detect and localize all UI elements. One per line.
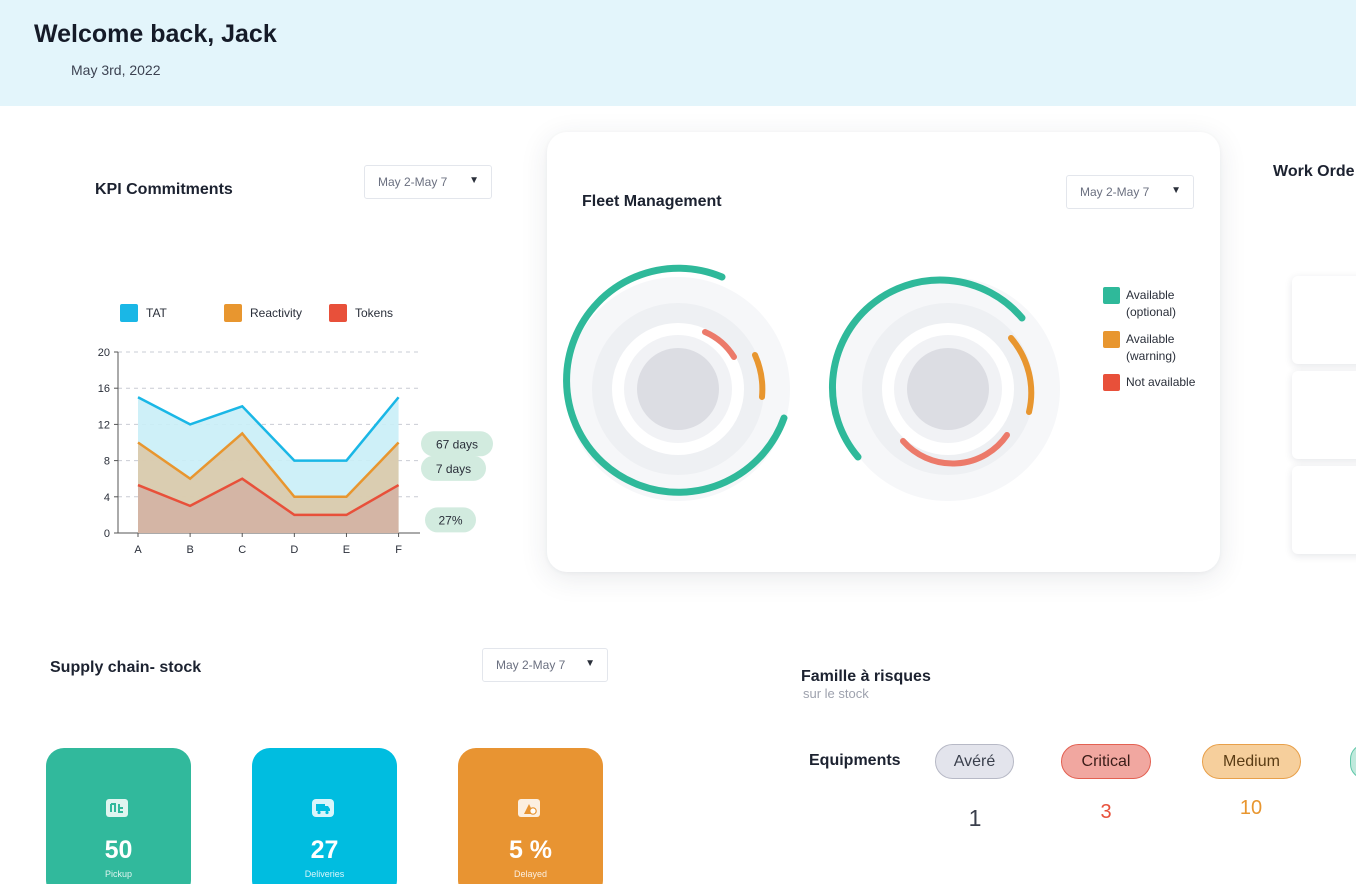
legend-swatch bbox=[1103, 331, 1120, 348]
risk-count-avere: 1 bbox=[968, 805, 982, 831]
stock-value: 27 bbox=[310, 836, 339, 864]
welcome-title: Welcome back, Jack bbox=[34, 20, 277, 48]
gauge-center bbox=[907, 348, 989, 430]
legend-swatch bbox=[1103, 287, 1120, 304]
value-badge bbox=[425, 507, 476, 533]
y-tick-label: 20 bbox=[98, 347, 110, 359]
stock-label: Deliveries bbox=[304, 869, 345, 879]
welcome-header: Welcome back, Jack May 3rd, 2022 bbox=[0, 0, 1356, 106]
work-orders-title: Work Orde bbox=[1273, 163, 1355, 180]
work-order-card[interactable] bbox=[1292, 466, 1356, 554]
x-tick-label: A bbox=[134, 544, 142, 556]
fleet-legend-not-available: Not available bbox=[1103, 374, 1195, 391]
kpi-date-dropdown[interactable]: May 2-May 7 ▼ bbox=[364, 165, 492, 199]
legend-item-tat: TAT bbox=[120, 304, 167, 322]
stock-label: Pickup bbox=[104, 869, 132, 879]
legend-label: Tokens bbox=[355, 306, 394, 320]
fleet-date-dropdown[interactable]: May 2-May 7 ▼ bbox=[1066, 175, 1194, 209]
work-order-card[interactable] bbox=[1292, 276, 1356, 364]
stock-label: Delayed bbox=[513, 869, 548, 879]
legend-swatch bbox=[329, 304, 347, 322]
fleet-legend-available-warning: Available (warning) bbox=[1103, 331, 1176, 365]
delayed-icon bbox=[518, 799, 540, 817]
legend-label: Available (optional) bbox=[1126, 288, 1177, 319]
risk-family-title: Famille à risques bbox=[801, 668, 931, 685]
fleet-legend-available-optional: Available (optional) bbox=[1103, 287, 1176, 321]
fleet-management-card: Fleet Management May 2-May 7 ▼ bbox=[547, 132, 1220, 572]
stock-card-pickup[interactable]: 50 Pickup bbox=[46, 748, 191, 884]
gauge-2-unavailable-arc bbox=[900, 432, 1010, 467]
line-reactivity bbox=[137, 431, 400, 499]
current-date: May 3rd, 2022 bbox=[71, 62, 161, 78]
value-badge-label: 7 days bbox=[436, 462, 471, 476]
risk-pill-avere[interactable]: Avéré bbox=[935, 744, 1014, 779]
delivery-truck-icon bbox=[312, 799, 334, 817]
equipments-label: Equipments bbox=[809, 752, 901, 769]
risk-pill-critical[interactable]: Critical bbox=[1061, 744, 1151, 779]
fleet-date-value: May 2-May 7 bbox=[1080, 185, 1150, 199]
y-tick-label: 8 bbox=[104, 456, 110, 468]
line-tat bbox=[137, 396, 400, 462]
risk-pill-clipped[interactable] bbox=[1350, 744, 1356, 779]
kpi-area-chart: 0 4 8 12 16 20 A B C D E F 67 days 7 days 27% bbox=[98, 347, 493, 556]
risk-pill-medium[interactable]: Medium bbox=[1202, 744, 1301, 779]
value-badge-label: 67 days bbox=[436, 437, 478, 451]
gauge-1-available-arc bbox=[563, 264, 788, 496]
area-tokens bbox=[138, 478, 399, 533]
legend-label: Not available bbox=[1126, 375, 1196, 389]
pickup-icon bbox=[106, 799, 128, 817]
legend-label: Reactivity bbox=[250, 306, 303, 320]
chevron-down-icon: ▼ bbox=[469, 175, 479, 186]
fleet-gauge-1 bbox=[563, 264, 790, 501]
y-tick-label: 0 bbox=[104, 528, 110, 540]
gauge-2-available-arc bbox=[829, 276, 1026, 461]
x-tick-label: D bbox=[290, 544, 298, 556]
supply-date-value: May 2-May 7 bbox=[496, 658, 566, 672]
risk-family-subtitle: sur le stock bbox=[803, 686, 869, 701]
supply-chain-title: Supply chain- stock bbox=[50, 659, 202, 676]
stock-value: 5 % bbox=[508, 836, 553, 864]
gauge-center bbox=[637, 348, 719, 430]
fleet-title: Fleet Management bbox=[582, 193, 722, 210]
y-tick-label: 4 bbox=[104, 492, 110, 504]
y-tick-label: 12 bbox=[98, 419, 110, 431]
work-order-card[interactable] bbox=[1292, 371, 1356, 459]
risk-count-medium: 10 bbox=[1239, 797, 1263, 819]
risk-count-critical: 3 bbox=[1100, 801, 1112, 823]
fleet-gauge-2 bbox=[829, 276, 1060, 501]
value-badge-label: 27% bbox=[438, 513, 462, 527]
gauge-2-warning-arc bbox=[1008, 335, 1035, 415]
legend-swatch bbox=[224, 304, 242, 322]
x-tick-label: E bbox=[343, 544, 350, 556]
kpi-title: KPI Commitments bbox=[95, 181, 233, 198]
chevron-down-icon: ▼ bbox=[585, 658, 595, 669]
line-tokens bbox=[137, 477, 400, 517]
fleet-radial-charts bbox=[563, 264, 1060, 501]
y-tick-label: 16 bbox=[98, 383, 110, 395]
legend-item-reactivity: Reactivity bbox=[224, 304, 302, 322]
x-tick-label: F bbox=[395, 544, 402, 556]
legend-swatch bbox=[1103, 374, 1120, 391]
chevron-down-icon: ▼ bbox=[1171, 185, 1181, 196]
value-badge bbox=[421, 455, 486, 481]
legend-label: Available (warning) bbox=[1126, 332, 1177, 363]
legend-item-tokens: Tokens bbox=[329, 304, 393, 322]
stock-card-deliveries[interactable]: 27 Deliveries bbox=[252, 748, 397, 884]
stock-card-delayed[interactable]: 5 % Delayed bbox=[458, 748, 603, 884]
value-badge bbox=[421, 431, 493, 457]
supply-date-dropdown[interactable]: May 2-May 7 ▼ bbox=[482, 648, 608, 682]
legend-label: TAT bbox=[146, 306, 167, 320]
stock-value: 50 bbox=[104, 836, 133, 864]
gauge-1-warning-arc bbox=[752, 352, 766, 400]
gauge-1-unavailable-arc bbox=[702, 329, 737, 360]
kpi-date-value: May 2-May 7 bbox=[378, 175, 448, 189]
x-tick-label: B bbox=[186, 544, 193, 556]
legend-swatch bbox=[120, 304, 138, 322]
x-tick-label: C bbox=[238, 544, 246, 556]
